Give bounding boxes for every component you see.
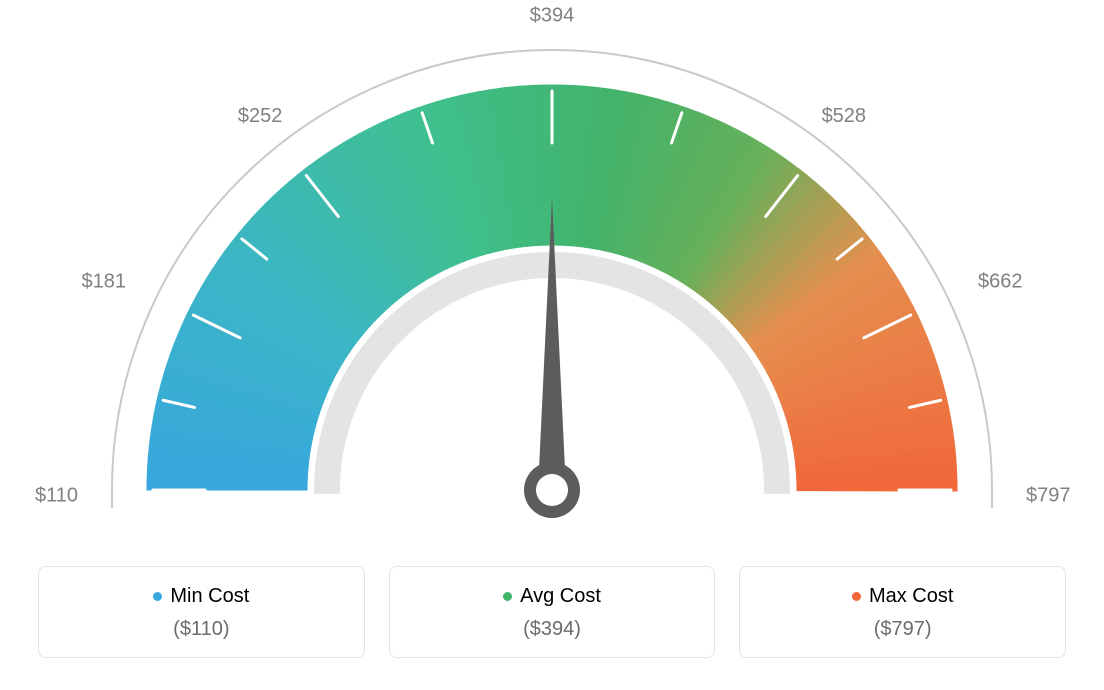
legend-value-avg: ($394) <box>400 618 705 641</box>
svg-text:$110: $110 <box>35 484 78 506</box>
svg-text:$662: $662 <box>978 270 1023 292</box>
svg-text:$797: $797 <box>1026 484 1071 506</box>
legend-label-max: Max Cost <box>869 585 953 608</box>
legend-value-min: ($110) <box>49 618 354 641</box>
legend-row: Min Cost ($110) Avg Cost ($394) Max Cost… <box>38 566 1066 658</box>
chart-container: $110 $181 $252 $394 $528 $662 $797 Min Cost ($… <box>0 0 1104 690</box>
legend-title-min: Min Cost <box>153 585 249 608</box>
svg-text:$181: $181 <box>81 270 126 292</box>
svg-text:$394: $394 <box>530 4 575 26</box>
legend-card-max: Max Cost ($797) <box>739 566 1066 658</box>
svg-text:$252: $252 <box>238 105 283 127</box>
legend-label-min: Min Cost <box>170 585 249 608</box>
legend-card-avg: Avg Cost ($394) <box>389 566 716 658</box>
legend-title-avg: Avg Cost <box>503 585 601 608</box>
legend-label-avg: Avg Cost <box>520 585 601 608</box>
legend-title-max: Max Cost <box>852 585 953 608</box>
legend-dot-max <box>852 592 861 601</box>
gauge-area: $110 $181 $252 $394 $528 $662 $797 <box>0 0 1104 560</box>
legend-dot-avg <box>503 592 512 601</box>
legend-value-max: ($797) <box>750 618 1055 641</box>
svg-text:$528: $528 <box>822 105 867 127</box>
gauge-svg: $110 $181 $252 $394 $528 $662 $797 <box>0 0 1104 560</box>
legend-card-min: Min Cost ($110) <box>38 566 365 658</box>
legend-dot-min <box>153 592 162 601</box>
